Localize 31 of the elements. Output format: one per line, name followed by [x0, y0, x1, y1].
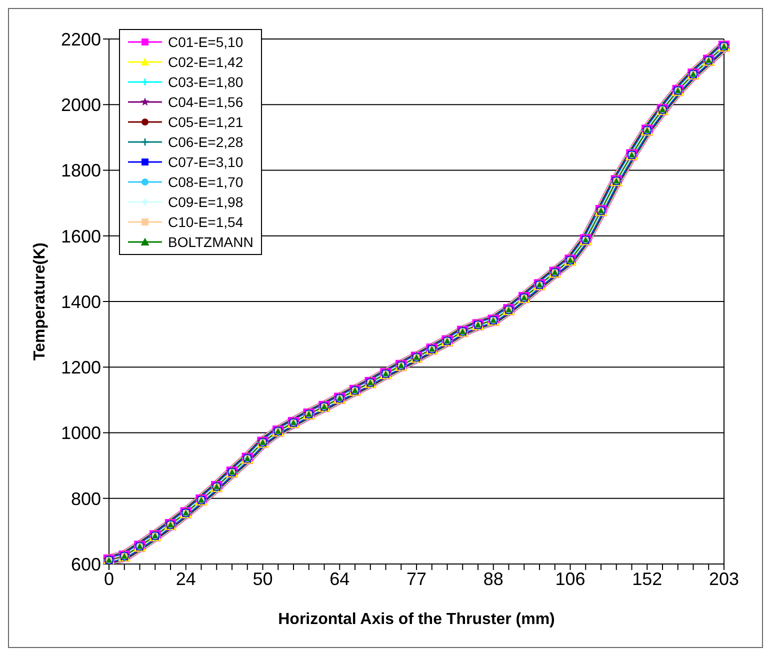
x-axis-title: Horizontal Axis of the Thruster (mm)	[278, 611, 555, 628]
y-tick-label: 2000	[60, 95, 101, 116]
legend-label: C04-E=1,56	[168, 94, 244, 110]
y-tick-label: 1400	[60, 292, 101, 312]
y-tick-label: 600	[70, 554, 101, 574]
legend-label: C06-E=2,28	[168, 134, 244, 150]
legend-label: C02-E=1,42	[168, 54, 244, 70]
legend-label: C03-E=1,80	[168, 74, 244, 90]
legend-label: C05-E=1,21	[168, 114, 244, 130]
y-tick-label: 1800	[60, 160, 101, 181]
legend-label: C10-E=1,54	[168, 214, 244, 230]
x-tick-label: 77	[406, 568, 427, 589]
legend-label: C07-E=3,10	[168, 154, 244, 170]
x-tick-label: 50	[252, 568, 273, 589]
y-tick-label: 1200	[60, 358, 101, 378]
x-tick-label: 152	[632, 568, 662, 589]
x-tick-label: 203	[708, 568, 740, 589]
legend-label: BOLTZMANN	[168, 234, 254, 250]
legend-label: C01-E=5,10	[168, 34, 244, 50]
y-tick-label: 1000	[60, 423, 101, 444]
legend-label: C08-E=1,70	[168, 174, 244, 190]
x-tick-label: 106	[555, 568, 586, 589]
x-tick-label: 0	[104, 568, 114, 589]
y-tick-label: 800	[70, 488, 101, 509]
legend-label: C09-E=1,98	[168, 194, 244, 210]
x-tick-label: 88	[483, 568, 504, 589]
x-tick-label: 24	[176, 568, 196, 589]
x-tick-label: 64	[330, 568, 350, 589]
y-tick-label: 1600	[60, 226, 101, 246]
y-axis-title: Temperature(K)	[32, 242, 49, 360]
y-tick-label: 2200	[60, 29, 101, 50]
